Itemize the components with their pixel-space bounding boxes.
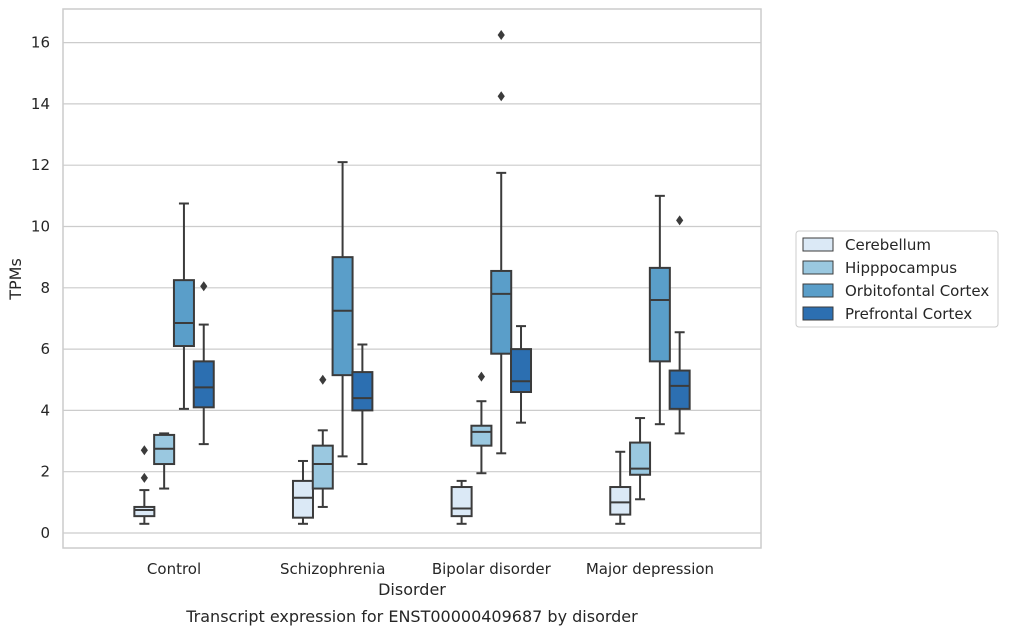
y-axis-title: TPMs — [6, 258, 25, 301]
legend-label: Cerebellum — [845, 236, 931, 254]
x-tick-label: Control — [147, 560, 201, 578]
box — [648, 194, 671, 426]
box — [609, 450, 632, 525]
box-rect — [291, 479, 314, 519]
x-tick-label: Major depression — [586, 560, 714, 578]
outlier-point — [497, 91, 505, 102]
y-tick-label: 16 — [31, 34, 50, 52]
legend-label: Orbitofontal Cortex — [845, 282, 989, 300]
x-axis-title: Disorder — [378, 580, 446, 599]
legend-swatch — [802, 237, 834, 252]
box — [192, 281, 215, 446]
legend-label: Hipppocampus — [845, 259, 957, 277]
legend-frame — [795, 230, 999, 328]
box-rect — [133, 505, 156, 518]
box — [153, 432, 176, 490]
box-rect — [331, 256, 354, 377]
box — [490, 29, 513, 455]
box — [450, 479, 473, 525]
box — [133, 445, 156, 525]
box-rect — [668, 369, 691, 410]
outlier-point — [140, 472, 148, 483]
box-rect — [351, 371, 374, 412]
box — [331, 161, 354, 458]
y-axis: 0 2 4 6 8 10 12 14 16 — [31, 34, 50, 542]
x-axis: Control Schizophrenia Bipolar disorder Majo… — [147, 560, 714, 578]
legend: Cerebellum Hipppocampus Orbitofontal Corte… — [795, 230, 999, 328]
outlier-point — [676, 215, 684, 226]
chart-caption: Transcript expression for ENST0000040968… — [185, 607, 638, 626]
box — [172, 202, 195, 410]
legend-label: Prefrontal Cortex — [845, 305, 972, 323]
outlier-point — [140, 445, 148, 456]
box-rect — [510, 348, 533, 394]
y-tick-label: 4 — [40, 401, 50, 419]
legend-swatch — [802, 260, 834, 275]
y-tick-label: 14 — [31, 95, 50, 113]
box-rect — [192, 360, 215, 409]
box-rect — [629, 441, 652, 476]
outlier-point — [477, 371, 486, 382]
x-tick-label: Schizophrenia — [280, 560, 385, 578]
box-rect — [648, 266, 671, 363]
x-tick-label: Bipolar disorder — [432, 560, 552, 578]
legend-swatch — [802, 306, 834, 321]
box — [311, 374, 334, 508]
y-tick-label: 6 — [40, 340, 50, 358]
outlier-point — [497, 29, 505, 40]
plot-frame — [62, 8, 762, 549]
y-tick-label: 8 — [40, 279, 50, 297]
y-tick-label: 2 — [40, 463, 50, 481]
box-rect — [172, 279, 195, 348]
box-rect — [470, 424, 493, 447]
box-series — [133, 29, 691, 525]
box-rect — [609, 486, 632, 516]
outlier-point — [319, 374, 327, 385]
box-rect — [311, 444, 334, 490]
y-tick-label: 10 — [31, 218, 50, 236]
y-tick-label: 0 — [40, 524, 50, 542]
y-tick-label: 12 — [31, 156, 50, 174]
box-rect — [490, 269, 513, 355]
outlier-point — [200, 281, 208, 292]
legend-swatch — [802, 283, 834, 298]
box — [351, 343, 374, 466]
box — [510, 325, 533, 424]
box — [291, 459, 314, 525]
box-rect — [450, 486, 473, 518]
box — [668, 215, 691, 435]
box — [470, 371, 493, 475]
box — [629, 417, 652, 501]
